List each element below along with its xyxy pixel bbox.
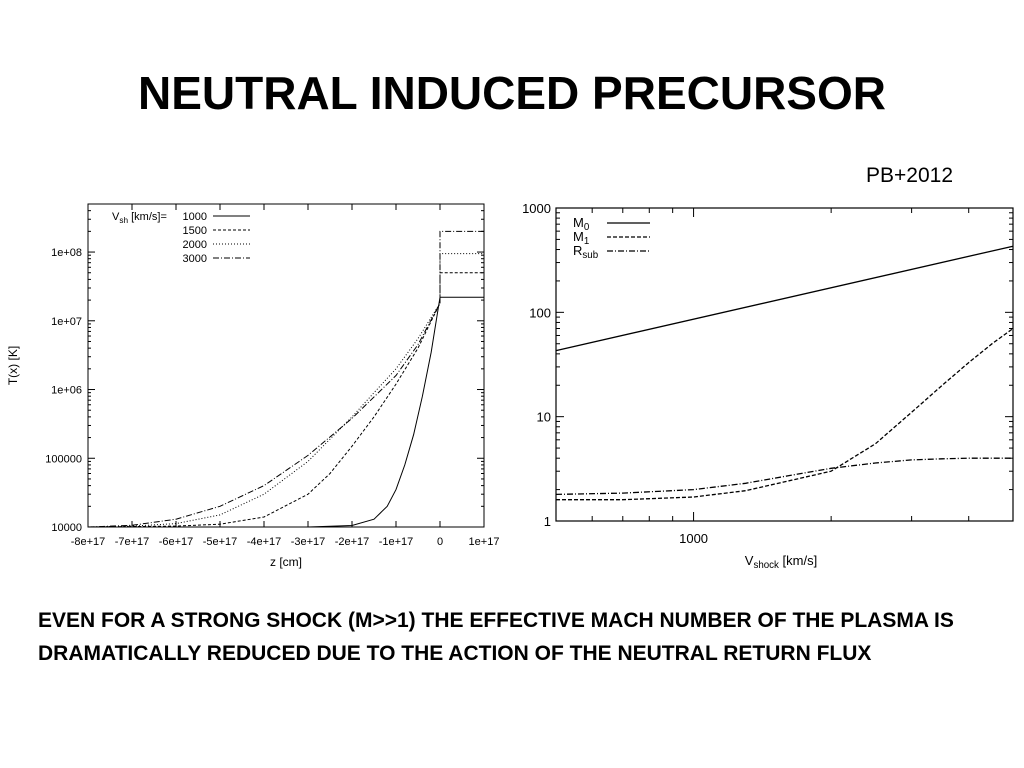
y-tick-label: 100000 <box>45 453 82 465</box>
x-tick-label: 1e+17 <box>469 536 500 548</box>
mach-number-chart: 1000 1 10 100 1000 Vshock [km/s] M0 M1 Rsub <box>505 190 1024 580</box>
y-tick-label: 10 <box>537 410 551 425</box>
y-tick-label: 1e+08 <box>51 247 82 259</box>
series-line-Rsub <box>555 457 1013 496</box>
slide-title: NEUTRAL INDUCED PRECURSOR <box>138 67 886 119</box>
temperature-profile-plot: -8e+17 -7e+17 -6e+17 -5e+17 -4e+17 -3e+17 -2e+… <box>6 203 500 569</box>
legend-title: Vsh [km/s]= <box>112 211 167 225</box>
series-line-M0 <box>555 245 1014 352</box>
legend-label-1500: 1500 <box>183 225 207 237</box>
legend-label-Rsub: Rsub <box>573 243 599 261</box>
legend-label-M1: M1 <box>573 229 589 247</box>
y-tick-label: 1e+07 <box>51 316 82 328</box>
series-line-3000 <box>87 230 484 528</box>
citation-label: PB+2012 <box>866 164 953 187</box>
legend-label-1000: 1000 <box>183 211 207 223</box>
body-text: EVEN FOR A STRONG SHOCK (M>>1) THE EFFEC… <box>38 609 954 665</box>
y-tick-label: 1000 <box>522 201 551 216</box>
y-tick-label: 100 <box>529 305 551 320</box>
y-tick-label: 1e+06 <box>51 385 82 397</box>
series-line-1500 <box>87 272 484 528</box>
legend-label-3000: 3000 <box>183 253 207 265</box>
plot-frame <box>555 207 1014 522</box>
series-line-M1 <box>556 327 1014 501</box>
x-tick-label: -8e+17 <box>71 536 106 548</box>
x-tick-label: -1e+17 <box>379 536 414 548</box>
y-tick-label: 10000 <box>51 522 82 534</box>
temperature-profile-chart: -8e+17 -7e+17 -6e+17 -5e+17 -4e+17 -3e+17 -2e+… <box>0 190 510 580</box>
plot-frame <box>87 203 485 528</box>
x-tick-label: -4e+17 <box>247 536 282 548</box>
x-tick-label: -3e+17 <box>291 536 326 548</box>
x-tick-label: -2e+17 <box>335 536 370 548</box>
x-tick-label: -5e+17 <box>203 536 238 548</box>
series-line-2000 <box>87 253 484 528</box>
series-line-1000 <box>88 296 484 528</box>
x-tick-label: 1000 <box>679 531 708 546</box>
x-tick-label: -7e+17 <box>115 536 150 548</box>
legend-label-M0: M0 <box>573 215 590 233</box>
legend-label-2000: 2000 <box>183 239 207 251</box>
x-tick-label: -6e+17 <box>159 536 194 548</box>
x-axis-label: Vshock [km/s] <box>745 553 817 571</box>
y-axis-label: T(x) [K] <box>6 346 20 385</box>
y-tick-label: 1 <box>544 514 551 529</box>
x-axis-label: z [cm] <box>270 555 302 569</box>
x-tick-label: 0 <box>437 536 443 548</box>
